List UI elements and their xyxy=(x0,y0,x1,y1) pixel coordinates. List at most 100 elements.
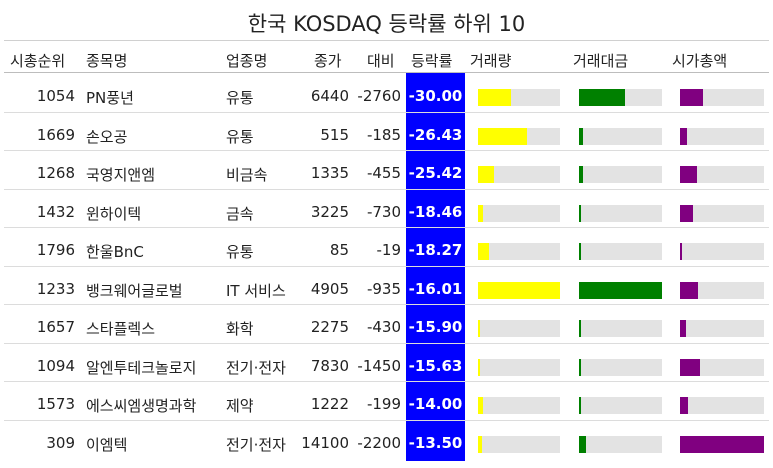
volume-bar xyxy=(478,243,489,260)
amount-bar-track xyxy=(579,320,662,337)
amount-bar-track xyxy=(579,358,662,376)
cap-bar xyxy=(680,281,698,299)
amount-bar xyxy=(579,358,581,376)
rate-cell: -18.46 xyxy=(408,202,463,221)
sector-cell: 전기·전자 xyxy=(226,435,286,454)
amount-bar-track xyxy=(579,166,662,183)
amount-bar xyxy=(579,89,625,106)
cap-bar xyxy=(680,435,764,453)
volume-bar xyxy=(478,127,527,145)
rate-cell: -25.42 xyxy=(408,164,463,182)
amount-bar xyxy=(579,435,586,453)
amount-bar-track xyxy=(579,204,662,222)
volume-bar xyxy=(478,204,483,222)
header-divider xyxy=(4,72,769,73)
rank-cell: 1233 xyxy=(36,279,75,298)
volume-bar-track xyxy=(478,358,560,376)
rank-cell: 309 xyxy=(46,433,75,452)
sector-cell: 전기·전자 xyxy=(226,358,286,377)
cap-bar-track xyxy=(680,166,764,183)
amount-bar xyxy=(579,320,581,337)
cap-bar-track xyxy=(680,127,764,145)
row-divider xyxy=(4,266,769,267)
header-sector: 업종명 xyxy=(226,52,268,70)
cap-bar-track xyxy=(680,397,764,414)
rate-cell: -16.01 xyxy=(408,279,463,298)
volume-bar-track xyxy=(478,320,560,337)
amount-bar xyxy=(579,397,581,414)
rank-cell: 1054 xyxy=(36,87,75,105)
rank-cell: 1268 xyxy=(36,164,75,182)
amount-bar xyxy=(579,243,581,260)
amount-bar-track xyxy=(579,89,662,106)
cap-bar-track xyxy=(680,281,764,299)
cap-bar xyxy=(680,243,682,260)
header-volume: 거래량 xyxy=(470,52,512,70)
rate-cell: -15.90 xyxy=(408,318,463,336)
close-cell: 1222 xyxy=(310,395,349,413)
header-rate: 등락률 xyxy=(411,52,453,70)
sector-cell: 유통 xyxy=(226,89,254,107)
row-divider xyxy=(4,150,769,151)
close-cell: 4905 xyxy=(310,279,349,298)
amount-bar-track xyxy=(579,281,662,299)
cap-bar xyxy=(680,397,688,414)
change-cell: -2200 xyxy=(357,433,401,452)
row-divider xyxy=(4,381,769,382)
sector-cell: 유통 xyxy=(226,243,254,261)
rank-cell: 1657 xyxy=(36,318,75,336)
change-cell: -730 xyxy=(366,202,401,221)
rate-cell: -13.50 xyxy=(408,433,463,452)
change-cell: -935 xyxy=(366,279,401,298)
amount-bar xyxy=(579,281,662,299)
amount-bar xyxy=(579,204,581,222)
name-cell: 에스씨엠생명과학 xyxy=(86,397,197,415)
name-cell: 알엔투테크놀로지 xyxy=(86,358,197,377)
row-divider xyxy=(4,420,769,421)
close-cell: 1335 xyxy=(310,164,349,182)
cap-bar xyxy=(680,166,697,183)
header-name: 종목명 xyxy=(86,52,128,70)
change-cell: -185 xyxy=(366,125,401,144)
name-cell: 뱅크웨어글로벌 xyxy=(86,281,183,300)
rate-cell: -30.00 xyxy=(408,87,463,105)
change-cell: -199 xyxy=(366,395,401,413)
volume-bar xyxy=(478,435,482,453)
cap-bar-track xyxy=(680,435,764,453)
volume-bar xyxy=(478,397,483,414)
cap-bar-track xyxy=(680,358,764,376)
close-cell: 2275 xyxy=(310,318,349,336)
rate-cell: -14.00 xyxy=(408,395,463,413)
rank-cell: 1796 xyxy=(36,241,75,259)
cap-bar-track xyxy=(680,89,764,106)
amount-bar-track xyxy=(579,243,662,260)
close-cell: 3225 xyxy=(310,202,349,221)
header-close: 종가 xyxy=(314,52,342,70)
cap-bar-track xyxy=(680,320,764,337)
cap-bar xyxy=(680,127,687,145)
cap-bar-track xyxy=(680,243,764,260)
name-cell: 이엠텍 xyxy=(86,435,128,454)
sector-cell: 화학 xyxy=(226,320,254,338)
rank-cell: 1573 xyxy=(36,395,75,413)
close-cell: 7830 xyxy=(310,356,349,375)
volume-bar-track xyxy=(478,435,560,453)
cap-bar xyxy=(680,89,703,106)
header-rank: 시총순위 xyxy=(10,52,66,70)
sector-cell: 유통 xyxy=(226,127,254,146)
header-change: 대비 xyxy=(367,52,395,70)
name-cell: 손오공 xyxy=(86,127,128,146)
amount-bar-track xyxy=(579,127,662,145)
volume-bar-track xyxy=(478,281,560,299)
name-cell: 국영지앤엠 xyxy=(86,166,156,184)
title-divider xyxy=(4,40,769,41)
amount-bar xyxy=(579,127,583,145)
row-divider xyxy=(4,304,769,305)
chart-title: 한국 KOSDAQ 등락률 하위 10 xyxy=(247,12,526,36)
volume-bar-track xyxy=(478,127,560,145)
close-cell: 85 xyxy=(329,241,349,259)
row-divider xyxy=(4,112,769,113)
name-cell: 윈하이텍 xyxy=(86,204,142,223)
close-cell: 14100 xyxy=(301,433,349,452)
